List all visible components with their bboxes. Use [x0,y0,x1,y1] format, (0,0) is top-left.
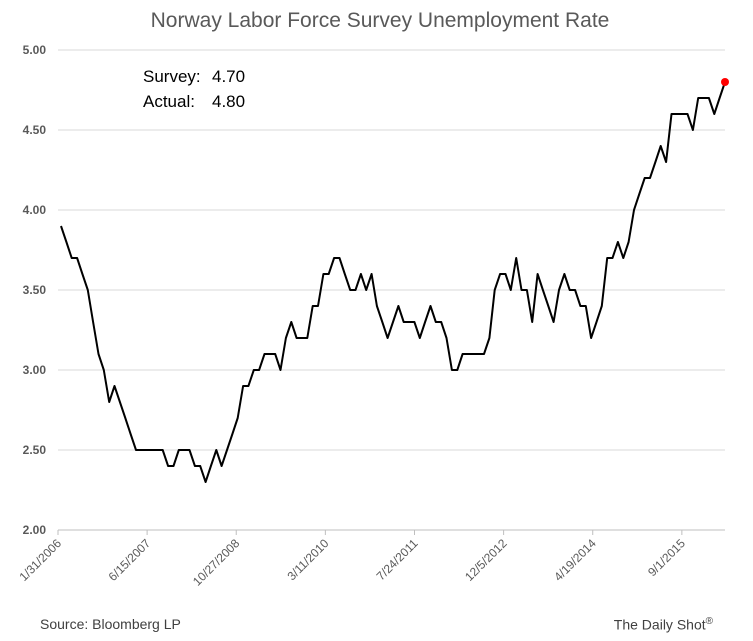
x-tick-label: 7/24/2011 [374,536,421,583]
x-tick-label: 10/27/2008 [190,536,243,589]
brand-credit: The Daily Shot® [614,616,713,633]
y-tick-label: 2.50 [23,443,47,457]
annotation-actual-label: Actual: [143,92,195,111]
source-note: Source: Bloomberg LP [40,616,181,632]
series-line [60,81,726,483]
x-axis: 1/31/2006 6/15/2007 10/27/2008 3/11/2010 7/2… [16,529,725,589]
y-tick-label: 2.00 [23,523,47,537]
registered-mark: ® [705,616,713,627]
y-tick-label: 5.00 [23,43,47,57]
x-tick-label: 1/31/2006 [16,536,64,584]
x-tick-label: 3/11/2010 [284,536,331,583]
gridlines [58,49,725,451]
annotation-survey-value: 4.70 [212,67,245,86]
x-tick-label: 6/15/2007 [106,536,154,584]
annotation-box: Survey: 4.70 Actual: 4.80 [143,67,245,111]
chart-title: Norway Labor Force Survey Unemployment R… [151,9,610,32]
y-tick-label: 3.50 [23,283,47,297]
annotation-actual-value: 4.80 [212,92,245,111]
annotation-survey-label: Survey: [143,67,201,86]
y-tick-label: 4.00 [23,203,47,217]
x-tick-label: 12/5/2012 [462,536,510,584]
highlight-point [721,78,729,86]
y-tick-label: 3.00 [23,363,47,377]
x-tick-label: 9/1/2015 [645,536,688,579]
y-tick-label: 4.50 [23,123,47,137]
brand-name: The Daily Shot [613,616,706,633]
x-tick-label: 4/19/2014 [551,536,599,584]
y-axis: 2.00 2.50 3.00 3.50 4.00 4.50 5.00 [23,43,47,537]
